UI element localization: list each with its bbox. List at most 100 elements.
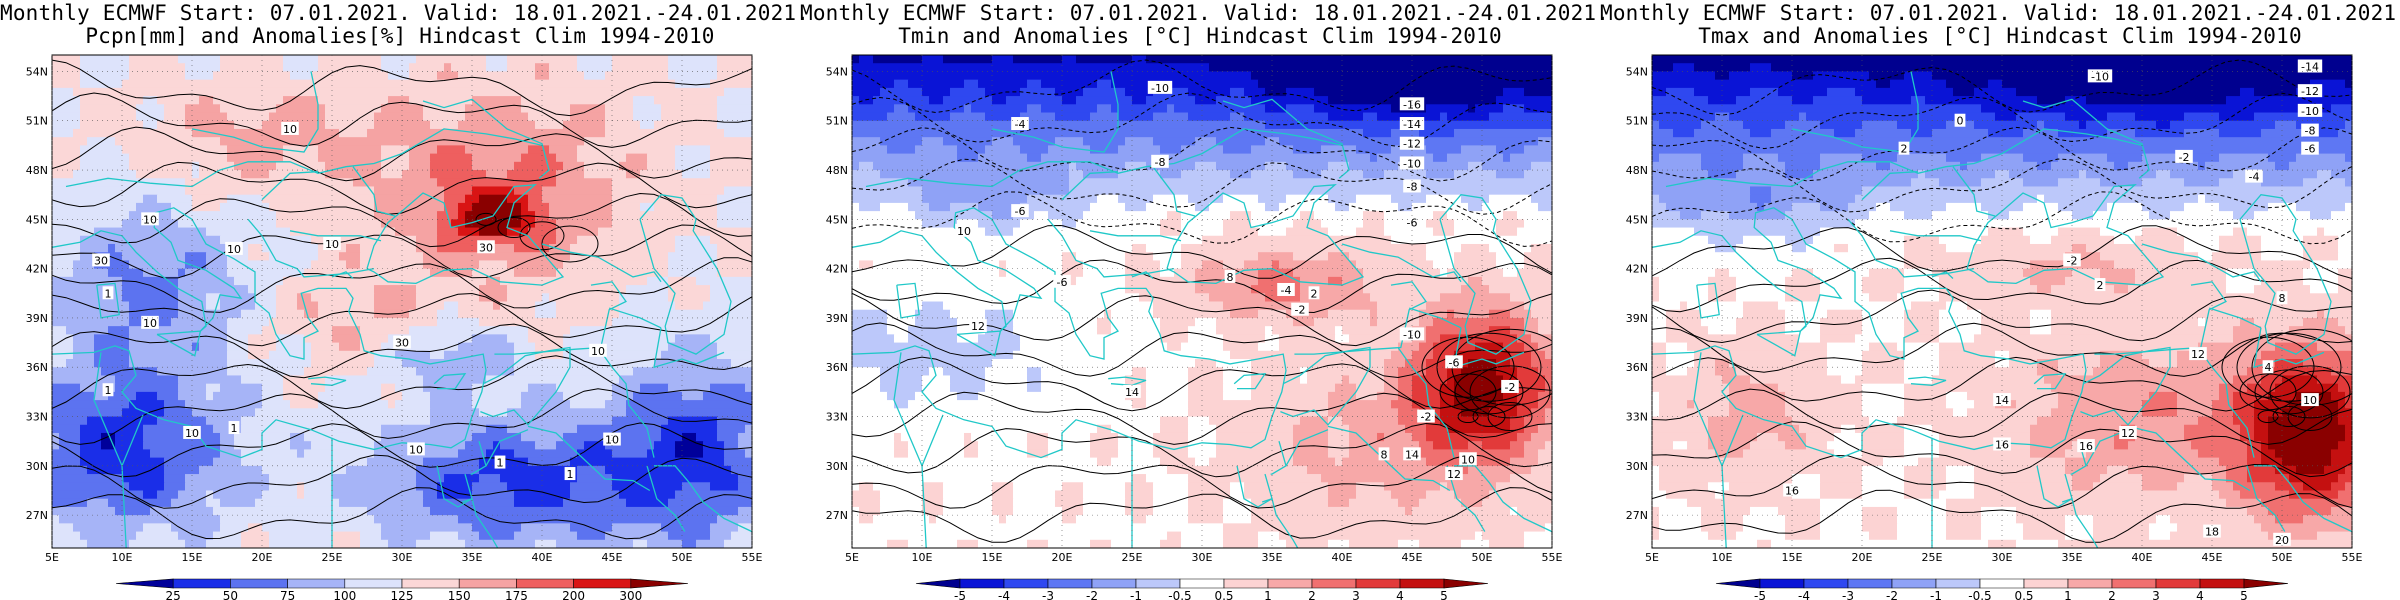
colorbar-swatch	[1267, 578, 1313, 589]
colorbar-label: 200	[562, 589, 585, 600]
contour-label: 12	[971, 320, 985, 333]
colorbar-swatch	[2243, 578, 2289, 589]
colorbar-swatch	[1179, 578, 1225, 589]
lat-tick-label: 27N	[26, 509, 48, 522]
colorbar-label: 125	[391, 589, 414, 600]
colorbar-swatch	[458, 578, 517, 589]
contour-label-bg	[1399, 117, 1425, 131]
contour-label: -10	[2091, 70, 2109, 83]
lon-tick-label: 50E	[2272, 551, 2293, 564]
contour-label: 2	[2097, 279, 2104, 292]
tmin-panel: Monthly ECMWF Start: 07.01.2021. Valid: …	[800, 0, 1610, 600]
contour-label: -12	[2301, 85, 2319, 98]
contour-label: 14	[1125, 386, 1139, 399]
contour-label: 10	[143, 213, 157, 226]
contour-label-bg	[2273, 532, 2291, 546]
anomaly-field	[52, 55, 752, 548]
contour-label: -2	[1505, 381, 1516, 394]
contour-label-bg	[102, 383, 114, 397]
lat-tick-label: 54N	[1626, 65, 1648, 78]
lon-tick-label: 55E	[2342, 551, 2363, 564]
panel-title-line1: Monthly ECMWF Start: 07.01.2021. Valid: …	[800, 1, 1610, 25]
contour-label: 1	[567, 468, 574, 481]
contour-label: 0	[1957, 115, 1964, 128]
lon-tick-label: 30E	[1992, 551, 2013, 564]
contour-label-bg	[603, 432, 621, 446]
lon-tick-label: 10E	[912, 551, 933, 564]
contour-label: -10	[1403, 157, 1421, 170]
colorbar-swatch	[1047, 578, 1093, 589]
contour-label-bg	[1403, 447, 1421, 461]
contour-label-bg	[1123, 384, 1141, 398]
contour-label-bg	[2077, 439, 2095, 453]
contour-label: -6	[1407, 217, 1418, 230]
lat-tick-label: 33N	[26, 411, 48, 424]
lat-tick-label: 36N	[1626, 361, 1648, 374]
colorbar-swatch	[1223, 578, 1269, 589]
lon-tick-label: 20E	[1052, 551, 1073, 564]
contour-label: 12	[1447, 468, 1461, 481]
contour-label: -6	[1015, 205, 1026, 218]
contour-label: -6	[1449, 356, 1460, 369]
colorbar-label: -4	[1798, 589, 1810, 600]
contour-label-bg	[1011, 117, 1029, 131]
lat-tick-label: 51N	[826, 115, 848, 128]
contour-label: -8	[2305, 125, 2316, 138]
lat-tick-label: 39N	[26, 312, 48, 325]
colorbar-label: 0.5	[2014, 589, 2033, 600]
contour-label-bg	[183, 425, 201, 439]
contour-label-bg	[1993, 393, 2011, 407]
lon-tick-label: 35E	[2062, 551, 2083, 564]
lat-tick-label: 33N	[1626, 411, 1648, 424]
colorbar	[915, 578, 1489, 589]
contour-label-bg	[1501, 379, 1519, 393]
lat-tick-label: 51N	[26, 115, 48, 128]
contour-label-bg	[102, 286, 114, 300]
colorbar-swatch	[230, 578, 288, 589]
contour-label-bg	[1011, 204, 1029, 218]
lon-tick-label: 30E	[1192, 551, 1213, 564]
contour-label: -2	[1421, 411, 1432, 424]
colorbar-swatch	[1135, 578, 1181, 589]
colorbar-label: 1	[1264, 589, 1272, 600]
contour-label-bg	[323, 236, 341, 250]
contour-label-bg	[1399, 97, 1425, 111]
contour-label-bg	[2203, 524, 2221, 538]
panel-title-line2: Pcpn[mm] and Anomalies[%] Hindcast Clim …	[85, 24, 715, 48]
colorbar-swatch	[1311, 578, 1357, 589]
coastlines	[1652, 71, 2352, 548]
colorbar-label: 2	[1308, 589, 1316, 600]
lat-tick-label: 48N	[1626, 164, 1648, 177]
contour-label: 30	[94, 254, 108, 267]
colorbar-swatch	[1399, 578, 1445, 589]
contour-label-bg	[2297, 103, 2323, 117]
contour-label-bg	[1459, 452, 1477, 466]
colorbar-label: 3	[1352, 589, 1360, 600]
colorbar-swatch	[1003, 578, 1049, 589]
colorbar-swatch	[630, 578, 689, 589]
contour-lines	[1652, 59, 2352, 543]
contour-label-bg	[1403, 215, 1421, 229]
contour-label: -16	[1403, 98, 1421, 111]
contour-label: 1	[231, 422, 238, 435]
lat-tick-label: 42N	[826, 263, 848, 276]
colorbar-label: 2	[2108, 589, 2116, 600]
contour-label-bg	[1224, 269, 1236, 283]
contour-label-bg	[141, 212, 159, 226]
contour-label: -2	[2179, 151, 2190, 164]
contour-label-bg	[2276, 291, 2288, 305]
contour-label-bg	[1898, 141, 1910, 155]
contour-label: 4	[2265, 361, 2272, 374]
contour-label: -6	[2305, 143, 2316, 156]
lat-tick-label: 39N	[826, 312, 848, 325]
contour-label-bg	[1783, 483, 1801, 497]
lon-tick-label: 5E	[45, 551, 59, 564]
colorbar-label: 3	[2152, 589, 2160, 600]
graticule	[851, 55, 1553, 548]
colorbar-swatch	[1715, 578, 1761, 589]
panel-title-line2: Tmax and Anomalies [°C] Hindcast Clim 19…	[1698, 24, 2302, 48]
contour-label: 12	[2191, 348, 2205, 361]
lon-tick-label: 55E	[1542, 551, 1563, 564]
lon-tick-label: 15E	[1782, 551, 1803, 564]
contour-label-bg	[477, 240, 495, 254]
